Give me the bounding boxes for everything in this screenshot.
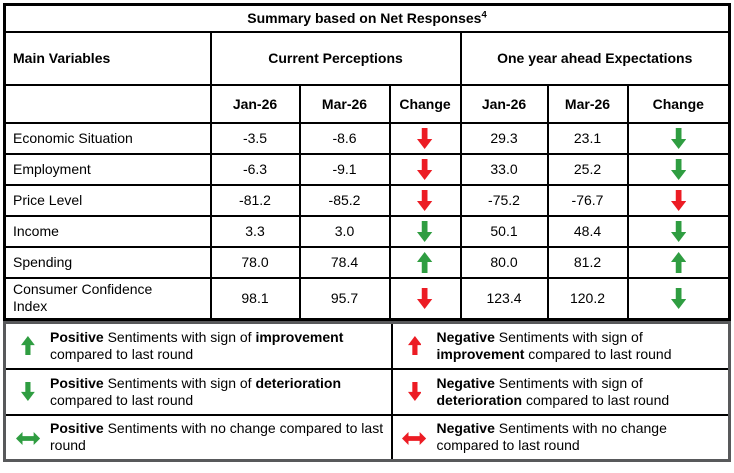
up-arrow-icon bbox=[670, 251, 686, 273]
exp-mar-value: 25.2 bbox=[546, 152, 629, 186]
empty-subheader-cell bbox=[3, 83, 212, 124]
subheader-exp-change: Change bbox=[626, 83, 731, 124]
table-row-employment: Employment -6.3 -9.1 33.0 25.2 bbox=[3, 152, 731, 186]
row-label: Economic Situation bbox=[3, 121, 212, 155]
exp-mar-value: -76.7 bbox=[546, 183, 629, 217]
exp-mar-value: 81.2 bbox=[546, 245, 629, 279]
subheader-cp-mar: Mar-26 bbox=[298, 83, 391, 124]
exp-jan-value: 29.3 bbox=[459, 121, 549, 155]
table-row-spending: Spending 78.0 78.4 80.0 81.2 bbox=[3, 245, 731, 279]
down-arrow-icon bbox=[670, 127, 686, 149]
cp-jan-value: 3.3 bbox=[209, 214, 301, 248]
legend-row-deterioration: Positive Sentiments with sign of deterio… bbox=[3, 367, 731, 416]
row-label: Price Level bbox=[3, 183, 212, 217]
summary-table: Summary based on Net Responses4 Main Var… bbox=[3, 3, 731, 321]
down-arrow-icon bbox=[670, 158, 686, 180]
cp-mar-value: 78.4 bbox=[298, 245, 391, 279]
left-right-arrow-icon bbox=[393, 429, 437, 446]
row-label: Consumer Confidence Index bbox=[3, 276, 212, 321]
legend-item-text: Negative Sentiments with sign of improve… bbox=[436, 328, 672, 362]
subheader-cp-jan: Jan-26 bbox=[209, 83, 301, 124]
subheader-cp-change: Change bbox=[388, 83, 462, 124]
down-arrow-icon bbox=[417, 158, 433, 180]
legend-item-text: Positive Sentiments with sign of deterio… bbox=[50, 374, 342, 408]
table-row-price-level: Price Level -81.2 -85.2 -75.2 -76.7 bbox=[3, 183, 731, 217]
legend-item-positive-deterioration: Positive Sentiments with sign of deterio… bbox=[3, 367, 393, 416]
footnote-marker: 4 bbox=[481, 9, 487, 21]
table-title-text: Summary based on Net Responses bbox=[247, 10, 482, 27]
cp-jan-value: 78.0 bbox=[209, 245, 301, 279]
group-header-row: Main Variables Current Perceptions One y… bbox=[3, 30, 731, 86]
down-arrow-icon bbox=[6, 382, 50, 401]
exp-jan-value: 50.1 bbox=[459, 214, 549, 248]
legend-item-text: Negative Sentiments with no change compa… bbox=[436, 420, 667, 454]
legend-item-positive-improvement: Positive Sentiments with sign of improve… bbox=[3, 321, 393, 370]
down-arrow-icon bbox=[670, 220, 686, 242]
table-title: Summary based on Net Responses4 bbox=[3, 3, 731, 33]
cp-mar-value: -8.6 bbox=[298, 121, 391, 155]
exp-mar-value: 23.1 bbox=[546, 121, 629, 155]
down-arrow-icon bbox=[393, 382, 437, 401]
legend-item-text: Negative Sentiments with sign of deterio… bbox=[436, 374, 670, 408]
subheader-exp-jan: Jan-26 bbox=[459, 83, 549, 124]
cp-jan-value: 98.1 bbox=[209, 276, 301, 321]
legend-table: Positive Sentiments with sign of improve… bbox=[3, 321, 731, 462]
title-row: Summary based on Net Responses4 bbox=[3, 3, 731, 33]
sub-header-row: Jan-26 Mar-26 Change Jan-26 Mar-26 Chang… bbox=[3, 83, 731, 124]
down-arrow-icon bbox=[670, 189, 686, 211]
left-right-arrow-icon bbox=[6, 429, 50, 446]
down-arrow-icon bbox=[417, 220, 433, 242]
legend-item-text: Positive Sentiments with no change compa… bbox=[50, 420, 384, 454]
up-arrow-icon bbox=[393, 336, 437, 356]
exp-mar-value: 48.4 bbox=[546, 214, 629, 248]
legend-item-negative-deterioration: Negative Sentiments with sign of deterio… bbox=[390, 367, 731, 416]
exp-jan-value: 33.0 bbox=[459, 152, 549, 186]
column-group-current-perceptions: Current Perceptions bbox=[209, 30, 462, 86]
down-arrow-icon bbox=[417, 189, 433, 211]
row-label: Employment bbox=[3, 152, 212, 186]
down-arrow-icon bbox=[417, 287, 433, 309]
cp-mar-value: 95.7 bbox=[298, 276, 391, 321]
column-header-main-variables: Main Variables bbox=[3, 30, 212, 86]
legend-row-no-change: Positive Sentiments with no change compa… bbox=[3, 413, 731, 462]
up-arrow-icon bbox=[6, 336, 50, 356]
cp-mar-value: -85.2 bbox=[298, 183, 391, 217]
cp-mar-value: -9.1 bbox=[298, 152, 391, 186]
legend-item-text: Positive Sentiments with sign of improve… bbox=[50, 328, 344, 362]
cp-jan-value: -3.5 bbox=[209, 121, 301, 155]
row-label: Spending bbox=[3, 245, 212, 279]
legend-row-improvement: Positive Sentiments with sign of improve… bbox=[3, 321, 731, 370]
legend-item-negative-no-change: Negative Sentiments with no change compa… bbox=[390, 413, 731, 462]
down-arrow-icon bbox=[670, 287, 686, 309]
up-arrow-icon bbox=[417, 251, 433, 273]
exp-mar-value: 120.2 bbox=[546, 276, 629, 321]
exp-jan-value: 123.4 bbox=[459, 276, 549, 321]
legend-item-positive-no-change: Positive Sentiments with no change compa… bbox=[3, 413, 393, 462]
cp-jan-value: -81.2 bbox=[209, 183, 301, 217]
exp-jan-value: 80.0 bbox=[459, 245, 549, 279]
subheader-exp-mar: Mar-26 bbox=[546, 83, 629, 124]
cp-jan-value: -6.3 bbox=[209, 152, 301, 186]
legend-item-negative-improvement: Negative Sentiments with sign of improve… bbox=[390, 321, 731, 370]
table-row-income: Income 3.3 3.0 50.1 48.4 bbox=[3, 214, 731, 248]
table-row-consumer-confidence-index: Consumer Confidence Index 98.1 95.7 123.… bbox=[3, 276, 731, 321]
exp-jan-value: -75.2 bbox=[459, 183, 549, 217]
column-group-one-year-ahead-expectations: One year ahead Expectations bbox=[459, 30, 731, 86]
row-label: Income bbox=[3, 214, 212, 248]
down-arrow-icon bbox=[417, 127, 433, 149]
cp-mar-value: 3.0 bbox=[298, 214, 391, 248]
table-row-economic-situation: Economic Situation -3.5 -8.6 29.3 23.1 bbox=[3, 121, 731, 155]
